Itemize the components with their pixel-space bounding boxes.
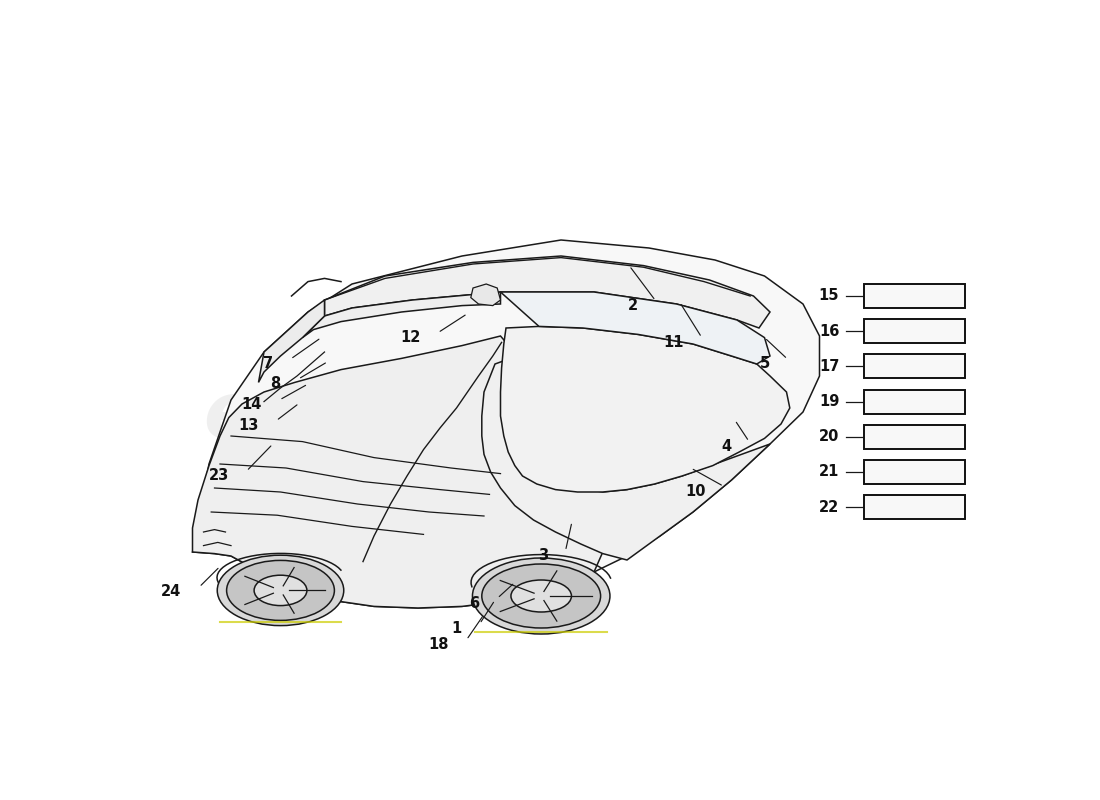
Text: 8: 8 — [271, 377, 281, 391]
Text: 15: 15 — [818, 289, 839, 303]
Polygon shape — [302, 292, 500, 338]
Bar — [864, 354, 965, 378]
Polygon shape — [471, 284, 501, 306]
Text: 21: 21 — [818, 465, 839, 479]
Polygon shape — [192, 240, 820, 608]
Text: 22: 22 — [820, 500, 839, 514]
Bar — [864, 425, 965, 449]
Text: 14: 14 — [241, 398, 262, 412]
Bar — [864, 284, 965, 308]
Bar — [864, 319, 965, 343]
Bar — [864, 495, 965, 519]
Ellipse shape — [482, 564, 601, 628]
Text: 16: 16 — [818, 324, 839, 338]
Text: 20: 20 — [818, 430, 839, 444]
Text: 24: 24 — [162, 585, 182, 599]
Text: europarts: europarts — [204, 378, 632, 454]
Text: 2: 2 — [628, 298, 638, 313]
Text: 7: 7 — [263, 357, 273, 371]
Polygon shape — [324, 256, 770, 328]
Text: 18: 18 — [428, 638, 449, 652]
Text: 23: 23 — [209, 469, 229, 483]
Bar — [864, 390, 965, 414]
Ellipse shape — [254, 575, 307, 606]
Ellipse shape — [473, 558, 609, 634]
Text: 1: 1 — [452, 622, 462, 636]
Text: 19: 19 — [818, 394, 839, 409]
Polygon shape — [500, 292, 770, 364]
Ellipse shape — [510, 580, 572, 612]
Text: 5: 5 — [760, 357, 770, 371]
Text: 4: 4 — [722, 439, 732, 454]
Bar — [864, 460, 965, 484]
Polygon shape — [258, 300, 324, 382]
Polygon shape — [482, 348, 770, 560]
Polygon shape — [500, 326, 790, 492]
Text: 13: 13 — [238, 418, 258, 433]
Text: 10: 10 — [685, 484, 706, 498]
Text: 3: 3 — [538, 549, 548, 563]
Text: a passion for parts since 1985: a passion for parts since 1985 — [305, 486, 619, 506]
Ellipse shape — [218, 555, 343, 626]
Ellipse shape — [227, 560, 334, 621]
Text: 12: 12 — [399, 330, 420, 345]
Text: 6: 6 — [470, 596, 480, 610]
Text: 17: 17 — [818, 359, 839, 374]
Text: 11: 11 — [663, 335, 684, 350]
Polygon shape — [192, 336, 603, 608]
